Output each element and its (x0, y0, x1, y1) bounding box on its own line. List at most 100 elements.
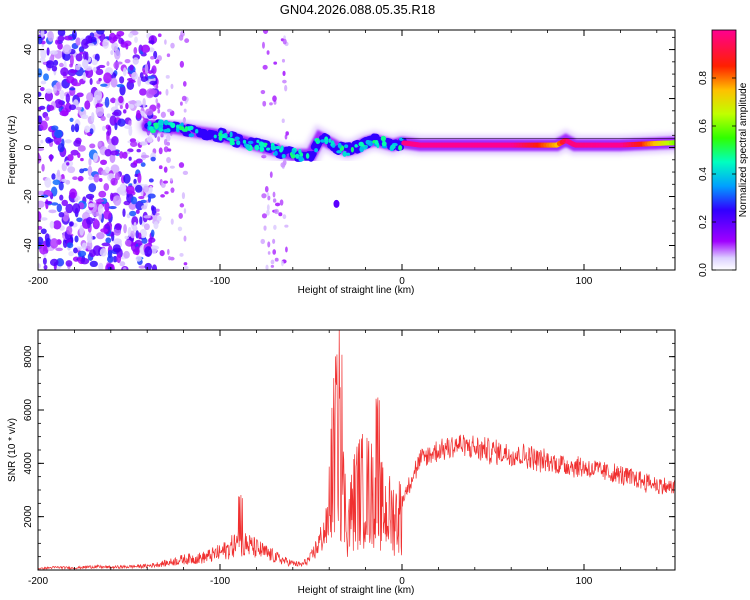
ridge-segment (359, 136, 369, 145)
noise-blob (88, 183, 97, 193)
noise-blob (58, 211, 65, 218)
ridge-clump (365, 140, 371, 145)
noise-blob (148, 88, 158, 95)
noise-blob (267, 195, 271, 201)
noise-blob (149, 80, 158, 85)
noise-blob (114, 172, 120, 181)
noise-blob (155, 59, 160, 64)
noise-blob (79, 224, 85, 236)
noise-blob (101, 242, 111, 247)
ridge-segment (272, 146, 282, 153)
noise-blob (104, 201, 110, 212)
ridge-clump (176, 124, 180, 129)
noise-blob (56, 203, 62, 213)
noise-blob (74, 235, 79, 243)
ridge-clump (381, 141, 387, 147)
noise-blob (143, 223, 150, 231)
noise-blob (266, 204, 270, 211)
noise-blob (119, 151, 124, 159)
ridge-clump (170, 122, 176, 129)
noise-blob (184, 99, 188, 104)
noise-blob (93, 173, 100, 183)
x-tick-label: -100 (210, 576, 230, 587)
noise-blob (167, 248, 170, 255)
snr-panel: -200 -100 0 100 2000 4000 6000 8000 Height of s… (7, 329, 676, 596)
noise-blob (88, 157, 92, 166)
noise-blob (114, 49, 121, 60)
noise-blob (182, 80, 187, 87)
noise-blob (89, 78, 93, 86)
noise-blob (107, 125, 112, 136)
noise-blob (164, 191, 169, 195)
noise-blob (148, 185, 153, 194)
noise-blob (48, 209, 57, 214)
noise-blob (72, 176, 78, 181)
ridge-clump (180, 122, 184, 127)
noise-blob (282, 70, 286, 76)
y-tick-label: -20 (23, 189, 34, 204)
noise-blob (39, 120, 48, 131)
noise-blob (53, 84, 58, 94)
noise-blob (183, 108, 187, 113)
noise-blob (133, 178, 137, 185)
noise-blob (157, 108, 161, 114)
noise-blob (55, 258, 65, 267)
noise-blob (128, 120, 132, 127)
noise-blob (170, 42, 175, 49)
noise-blob (274, 202, 281, 207)
noise-blob (125, 43, 129, 50)
ridge-clump (358, 141, 364, 147)
noise-blob (166, 141, 171, 146)
colorbar-gradient (711, 29, 737, 271)
noise-blob (140, 162, 146, 167)
noise-blob (40, 194, 49, 198)
noise-blob (55, 247, 63, 252)
noise-blob (274, 257, 279, 262)
ridge-clump (229, 141, 235, 146)
noise-blob (260, 90, 266, 95)
noise-blob (122, 267, 127, 270)
noise-blob (38, 68, 43, 78)
noise-blob (147, 70, 153, 74)
noise-blob (269, 171, 273, 178)
x-tick-label: 0 (399, 576, 405, 587)
noise-blob (135, 209, 140, 214)
noise-blob (284, 224, 289, 228)
noise-blob (130, 196, 138, 205)
noise-blob (119, 104, 123, 110)
ridge-clump (188, 133, 195, 138)
noise-blob (170, 83, 174, 90)
noise-blob (264, 185, 269, 193)
heatmap-y-axis-label: Frequency (Hz) (7, 116, 18, 185)
noise-blob (56, 169, 61, 178)
noise-blob (70, 124, 75, 133)
noise-blob (159, 249, 165, 257)
y-tick-label: 2000 (23, 505, 34, 528)
heatmap-noise-blobs (38, 30, 289, 270)
ridge-segment (389, 139, 399, 147)
ridge-clump (350, 146, 355, 153)
ridge-clump (354, 144, 358, 148)
noise-blob (69, 69, 78, 74)
noise-blob (49, 154, 53, 162)
noise-blob (270, 264, 275, 268)
noise-blob (117, 118, 126, 127)
noise-blob (95, 68, 104, 76)
heatmap-ridge (137, 115, 675, 208)
ridge-core (565, 139, 570, 143)
noise-blob (279, 199, 284, 206)
noise-blob (166, 157, 172, 164)
noise-blob (282, 79, 287, 84)
noise-blob (88, 176, 94, 181)
noise-blob (167, 148, 172, 152)
noise-blob (124, 239, 132, 247)
ridge-clump (259, 141, 265, 148)
noise-blob (98, 77, 102, 82)
noise-blob (136, 109, 141, 119)
noise-blob (111, 42, 119, 51)
noise-blob (153, 221, 159, 230)
noise-blob (38, 200, 45, 208)
noise-blob (86, 232, 93, 244)
